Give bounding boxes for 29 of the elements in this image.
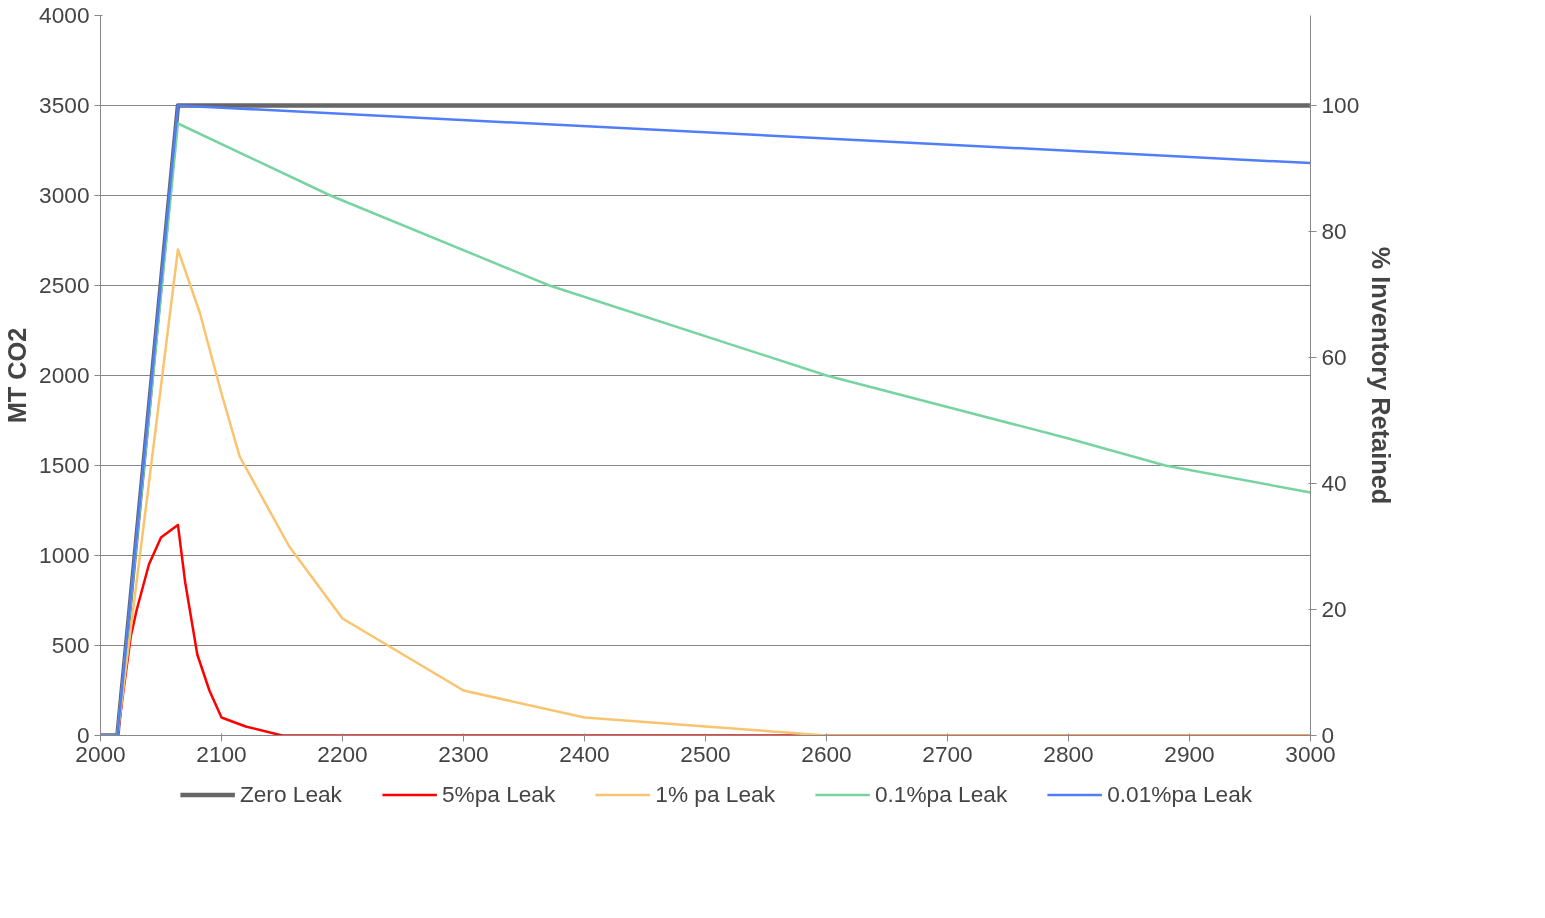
x-tick-label: 2200 [317, 740, 368, 767]
y2-axis-title: % Inventory Retained [1367, 246, 1396, 505]
legend-label: 0.01%pa Leak [1107, 780, 1253, 808]
x-tick-label: 2900 [1164, 740, 1215, 767]
y-tick-label: 2500 [39, 272, 90, 298]
y-tick-label: 1000 [39, 542, 90, 568]
x-tick-label: 2800 [1043, 740, 1094, 767]
legend-label: 0.1%pa Leak [874, 780, 1008, 808]
x-tick-label: 2600 [801, 740, 852, 767]
y2-tick-label: 60 [1321, 344, 1347, 371]
x-tick-label: 2100 [196, 740, 247, 767]
y-tick-label: 500 [51, 632, 90, 658]
x-tick-label: 2300 [438, 740, 489, 767]
legend-label: 5%pa Leak [441, 780, 556, 808]
legend-label: Zero Leak [239, 780, 342, 808]
y2-tick-label: 20 [1321, 596, 1347, 622]
y2-tick-label: 40 [1321, 470, 1347, 497]
y2-tick-label: 80 [1321, 218, 1347, 245]
y-tick-label: 2000 [39, 362, 90, 388]
y-tick-label: 3000 [39, 182, 90, 208]
y-tick-label: 4000 [39, 2, 90, 28]
y-tick-label: 1500 [39, 452, 90, 478]
legend-label: 1% pa Leak [655, 780, 775, 808]
y2-tick-label: 100 [1321, 92, 1360, 119]
x-tick-label: 2700 [922, 740, 973, 767]
x-tick-label: 2400 [559, 740, 610, 767]
y-tick-label: 3500 [39, 92, 90, 118]
x-tick-label: 2500 [680, 740, 731, 767]
y-axis-title: MT CO2 [3, 327, 32, 424]
